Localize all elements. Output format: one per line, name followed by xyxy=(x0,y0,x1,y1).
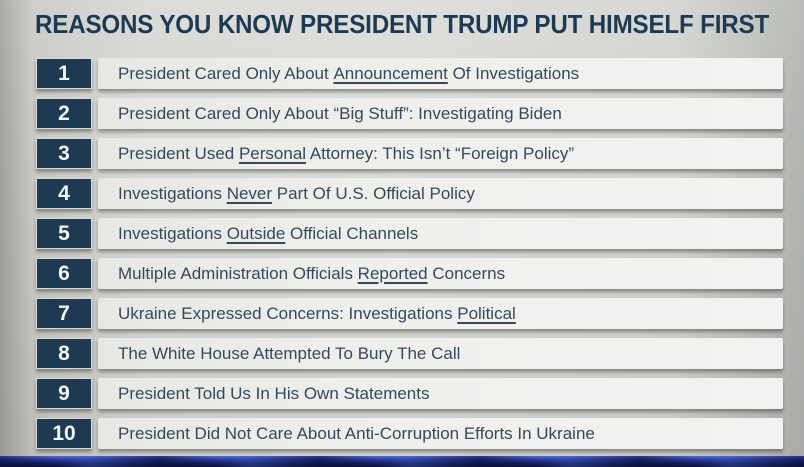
item-text-bar: President Used Personal Attorney: This I… xyxy=(98,138,783,169)
item-number-badge: 5 xyxy=(36,218,92,249)
list-item: 10 President Did Not Care About Anti-Corr… xyxy=(36,418,783,449)
list-item: 6 Multiple Administration Officials Repor… xyxy=(36,258,783,289)
text-segment: President Used xyxy=(118,143,239,163)
list-item: 2 President Cared Only About “Big Stuff”:… xyxy=(36,98,783,129)
text-segment: Attorney: This Isn’t “Foreign Policy” xyxy=(306,143,575,163)
text-segment: Ukraine Expressed Concerns: Investigatio… xyxy=(118,303,458,323)
item-text-bar: Multiple Administration Officials Report… xyxy=(98,258,783,289)
list-item: 9 President Told Us In His Own Statements xyxy=(36,378,783,409)
text-segment: Multiple Administration Officials xyxy=(118,263,358,283)
text-segment: President Cared Only About xyxy=(118,63,334,83)
item-text-bar: President Cared Only About “Big Stuff”: … xyxy=(98,98,783,129)
text-segment: President Cared Only About “Big Stuff”: … xyxy=(118,103,562,123)
text-segment: Investigations xyxy=(118,223,227,243)
item-number-badge: 9 xyxy=(36,378,92,409)
text-segment: Investigations xyxy=(118,183,227,203)
list-item: 8 The White House Attempted To Bury The C… xyxy=(36,338,783,369)
underlined-word: Personal xyxy=(238,143,307,163)
item-text-bar: President Told Us In His Own Statements xyxy=(98,378,783,409)
text-segment: The White House Attempted To Bury The Ca… xyxy=(118,343,461,363)
bottom-video-strip xyxy=(0,456,804,467)
item-text-bar: Investigations Never Part Of U.S. Offici… xyxy=(98,178,783,209)
text-segment: Official Channels xyxy=(285,223,419,243)
item-text-bar: President Did Not Care About Anti-Corrup… xyxy=(98,418,783,449)
item-number-badge: 3 xyxy=(36,138,92,169)
item-number-badge: 10 xyxy=(36,418,92,449)
item-number-badge: 2 xyxy=(36,98,92,129)
item-number-badge: 8 xyxy=(36,338,92,369)
text-segment: Part Of U.S. Official Policy xyxy=(272,183,475,203)
text-segment: President Did Not Care About Anti-Corrup… xyxy=(118,423,595,443)
underlined-word: Political xyxy=(457,303,516,323)
item-text-bar: President Cared Only About Announcement … xyxy=(98,58,783,89)
underlined-word: Reported xyxy=(357,263,428,283)
list-item: 7 Ukraine Expressed Concerns: Investigati… xyxy=(36,298,783,329)
list-item: 3 President Used Personal Attorney: This … xyxy=(36,138,783,169)
list-item: 4 Investigations Never Part Of U.S. Offic… xyxy=(36,178,783,209)
reasons-list: 1 President Cared Only About Announcement… xyxy=(36,58,783,458)
item-text-bar: The White House Attempted To Bury The Ca… xyxy=(98,338,783,369)
list-item: 5 Investigations Outside Official Channel… xyxy=(36,218,783,249)
underlined-word: Outside xyxy=(226,223,286,243)
slide-title: REASONS YOU KNOW PRESIDENT TRUMP PUT HIM… xyxy=(34,9,770,39)
item-number-badge: 6 xyxy=(36,258,92,289)
text-segment: Of Investigations xyxy=(447,63,580,83)
item-number-badge: 4 xyxy=(36,178,92,209)
item-text-bar: Investigations Outside Official Channels xyxy=(98,218,783,249)
item-number-badge: 7 xyxy=(36,298,92,329)
underlined-word: Announcement xyxy=(333,63,448,83)
list-item: 1 President Cared Only About Announcement… xyxy=(36,58,783,89)
item-text-bar: Ukraine Expressed Concerns: Investigatio… xyxy=(98,298,783,329)
text-segment: Concerns xyxy=(427,263,506,283)
underlined-word: Never xyxy=(226,183,273,203)
item-number-badge: 1 xyxy=(36,58,92,89)
text-segment: President Told Us In His Own Statements xyxy=(118,383,430,403)
